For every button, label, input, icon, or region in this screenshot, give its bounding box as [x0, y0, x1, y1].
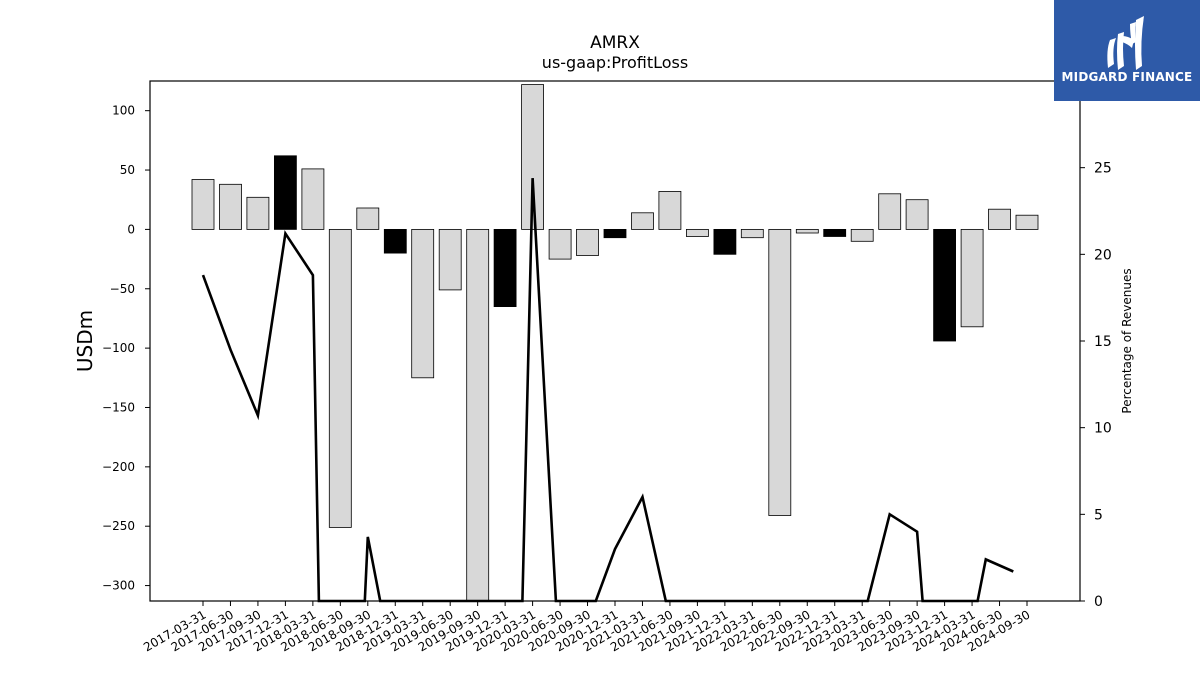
bar-2018-06-30	[328, 228, 352, 528]
bar-2021-12-31	[713, 228, 737, 255]
bar-2023-06-30	[878, 193, 902, 230]
bar-2017-09-30	[246, 196, 270, 230]
bar-2018-03-31	[301, 168, 325, 230]
bar-2021-03-31	[631, 212, 654, 230]
chart-subtitle: us-gaap:ProfitLoss	[542, 53, 688, 72]
bar-2018-09-30	[356, 207, 380, 230]
y2-tick-label: 20	[1094, 247, 1112, 263]
bar-2021-06-30	[658, 190, 682, 230]
y2-tick-label: 25	[1094, 161, 1112, 177]
y-tick-label: −200	[102, 460, 135, 474]
bar-2019-09-30	[466, 228, 490, 602]
bar-2023-03-31	[850, 228, 874, 242]
y-tick-label: −150	[102, 400, 135, 414]
y-tick-label: 50	[120, 163, 135, 177]
bar-2020-12-31	[603, 228, 627, 239]
logo-text: MIDGARD FINANCE	[1061, 70, 1193, 84]
bar-2024-09-30	[1015, 214, 1039, 230]
bar-2020-09-30	[576, 228, 599, 256]
y-tick-label: 0	[127, 222, 135, 236]
left-y-axis: 100 50 0 −50 −100 −150 −200 −250 −300	[102, 104, 150, 593]
bar-2019-03-31	[411, 228, 435, 379]
bar-series	[191, 84, 1039, 602]
bar-2020-06-30	[548, 228, 572, 260]
bar-2024-06-30	[988, 208, 1011, 230]
midgard-logo-icon	[1107, 16, 1144, 70]
line-series	[201, 178, 1014, 603]
bar-2022-03-31	[740, 228, 764, 239]
bar-2021-09-30	[686, 228, 709, 237]
bar-2022-09-30	[795, 228, 819, 234]
bar-2022-12-31	[823, 228, 847, 237]
y-tick-label: −50	[110, 282, 135, 296]
y2-tick-label: 10	[1094, 421, 1112, 437]
y-tick-label: −300	[102, 579, 135, 593]
bar-2023-09-30	[905, 199, 929, 230]
y2-tick-label: 0	[1094, 594, 1103, 610]
bar-2018-12-31	[383, 228, 407, 254]
chart-title: AMRX	[590, 33, 640, 53]
bar-2017-06-30	[219, 183, 242, 230]
bar-2019-06-30	[438, 228, 462, 291]
bar-2019-12-31	[493, 228, 517, 307]
bar-2017-03-31	[191, 179, 215, 230]
bar-2024-03-31	[960, 228, 984, 328]
y-axis-label: USDm	[73, 310, 97, 372]
bar-2023-12-31	[933, 228, 956, 342]
right-y-axis: 0 5 10 15 20 25	[1080, 161, 1112, 610]
percentage-of-revenues-line	[201, 178, 1014, 603]
y2-axis-label: Percentage of Revenues	[1120, 268, 1134, 413]
x-axis: 2017-03-312017-06-302017-09-302017-12-31…	[141, 601, 1033, 654]
y-tick-label: 100	[112, 104, 135, 118]
y-tick-label: −100	[102, 341, 135, 355]
midgard-finance-logo: MIDGARD FINANCE	[1054, 0, 1200, 101]
bar-2017-12-31	[273, 155, 297, 230]
y2-tick-label: 5	[1094, 507, 1103, 523]
y-tick-label: −250	[102, 519, 135, 533]
y2-tick-label: 15	[1094, 334, 1112, 350]
bar-2022-06-30	[768, 228, 792, 516]
